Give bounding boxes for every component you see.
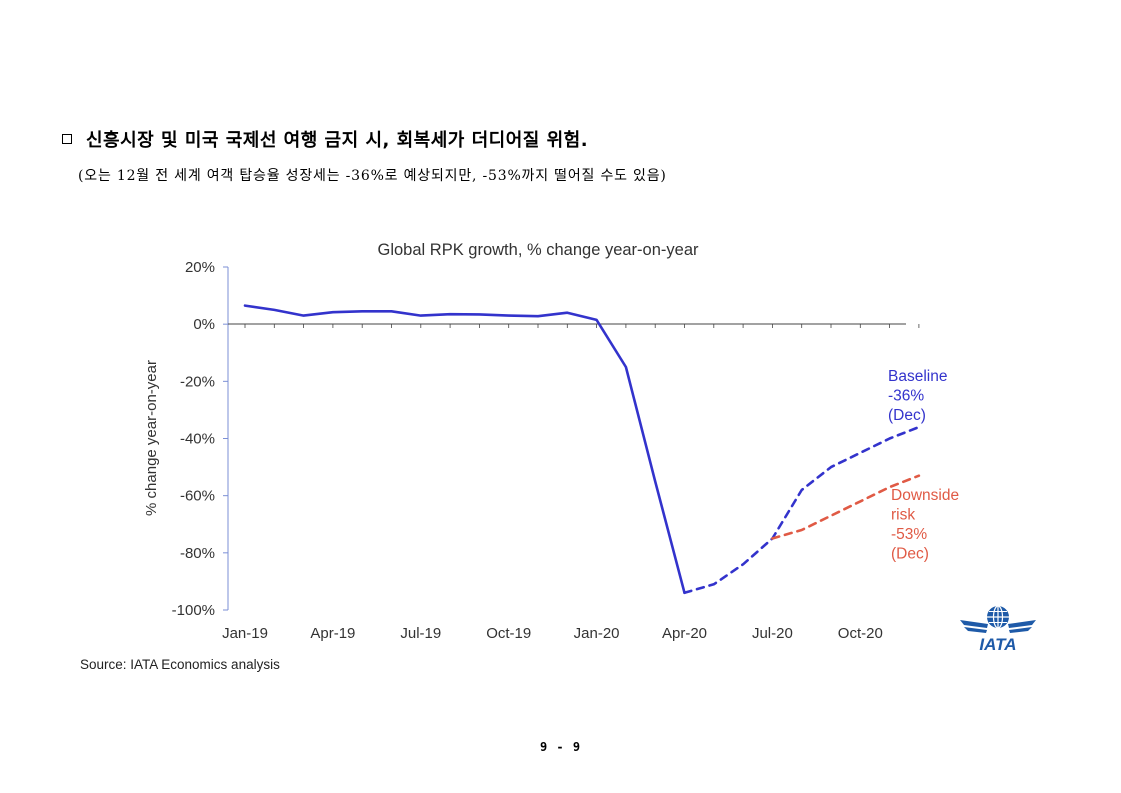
y-axis-label: % change year-on-year <box>143 360 160 516</box>
logo-lettering: IATA <box>979 635 1016 654</box>
x-tick-label: Apr-19 <box>310 625 355 642</box>
annotation-downside-risk: Downside risk -53% (Dec) <box>891 487 959 563</box>
globe-icon <box>987 605 1009 629</box>
y-tick-label: 0% <box>193 316 215 333</box>
annotation-line: -53% <box>891 526 927 543</box>
checkbox-bullet-icon <box>62 134 72 144</box>
x-tick-label: Apr-20 <box>662 625 707 642</box>
x-tick-label: Jan-19 <box>222 625 268 642</box>
wings-icon <box>960 620 1036 633</box>
x-tick-label: Oct-19 <box>486 625 531 642</box>
x-tick-label: Jul-19 <box>400 625 441 642</box>
x-tick-label: Jan-20 <box>574 625 620 642</box>
baseline-series-line <box>683 425 921 595</box>
annotation-line: -36% <box>888 388 924 405</box>
x-tick-label: Jul-20 <box>752 625 793 642</box>
page-number: 9 - 9 <box>539 740 582 754</box>
iata-logo: IATA <box>960 605 1036 654</box>
y-tick-label: -20% <box>180 373 215 390</box>
source-note: Source: IATA Economics analysis <box>80 657 280 672</box>
annotation-baseline: Baseline -36% (Dec) <box>888 368 947 424</box>
section-subheading: (오는 12월 전 세계 여객 탑승율 성장세는 -36%로 예상되지만, -5… <box>78 168 667 184</box>
y-tick-label: -40% <box>180 431 215 448</box>
heading-text: 신흥시장 및 미국 국제선 여행 금지 시, 회복세가 더디어질 위험. <box>86 130 589 151</box>
downside-risk-series-line <box>771 474 921 540</box>
annotation-line: (Dec) <box>888 407 926 424</box>
y-tick-label: 20% <box>185 259 215 276</box>
x-tick-label: Oct-20 <box>838 625 883 642</box>
annotation-line: Downside <box>891 487 959 504</box>
annotation-line: Baseline <box>888 368 947 385</box>
section-heading: 신흥시장 및 미국 국제선 여행 금지 시, 회복세가 더디어질 위험. <box>62 126 588 152</box>
y-tick-label: -80% <box>180 545 215 562</box>
annotation-line: risk <box>891 507 915 524</box>
annotation-line: (Dec) <box>891 546 929 563</box>
y-tick-label: -60% <box>180 488 215 505</box>
chart-title: Global RPK growth, % change year-on-year <box>378 241 699 259</box>
actual-series-line <box>243 304 686 595</box>
y-tick-label: -100% <box>172 602 215 619</box>
